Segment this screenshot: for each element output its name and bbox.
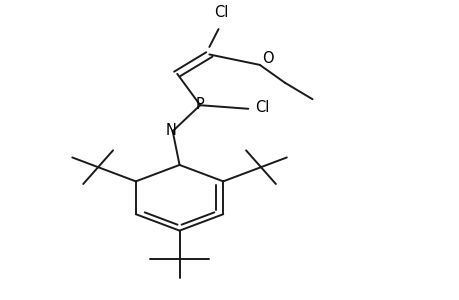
Text: Cl: Cl <box>254 100 269 115</box>
Text: Cl: Cl <box>213 4 228 20</box>
Text: O: O <box>262 51 273 66</box>
Text: N: N <box>165 123 176 138</box>
Text: P: P <box>195 97 204 112</box>
